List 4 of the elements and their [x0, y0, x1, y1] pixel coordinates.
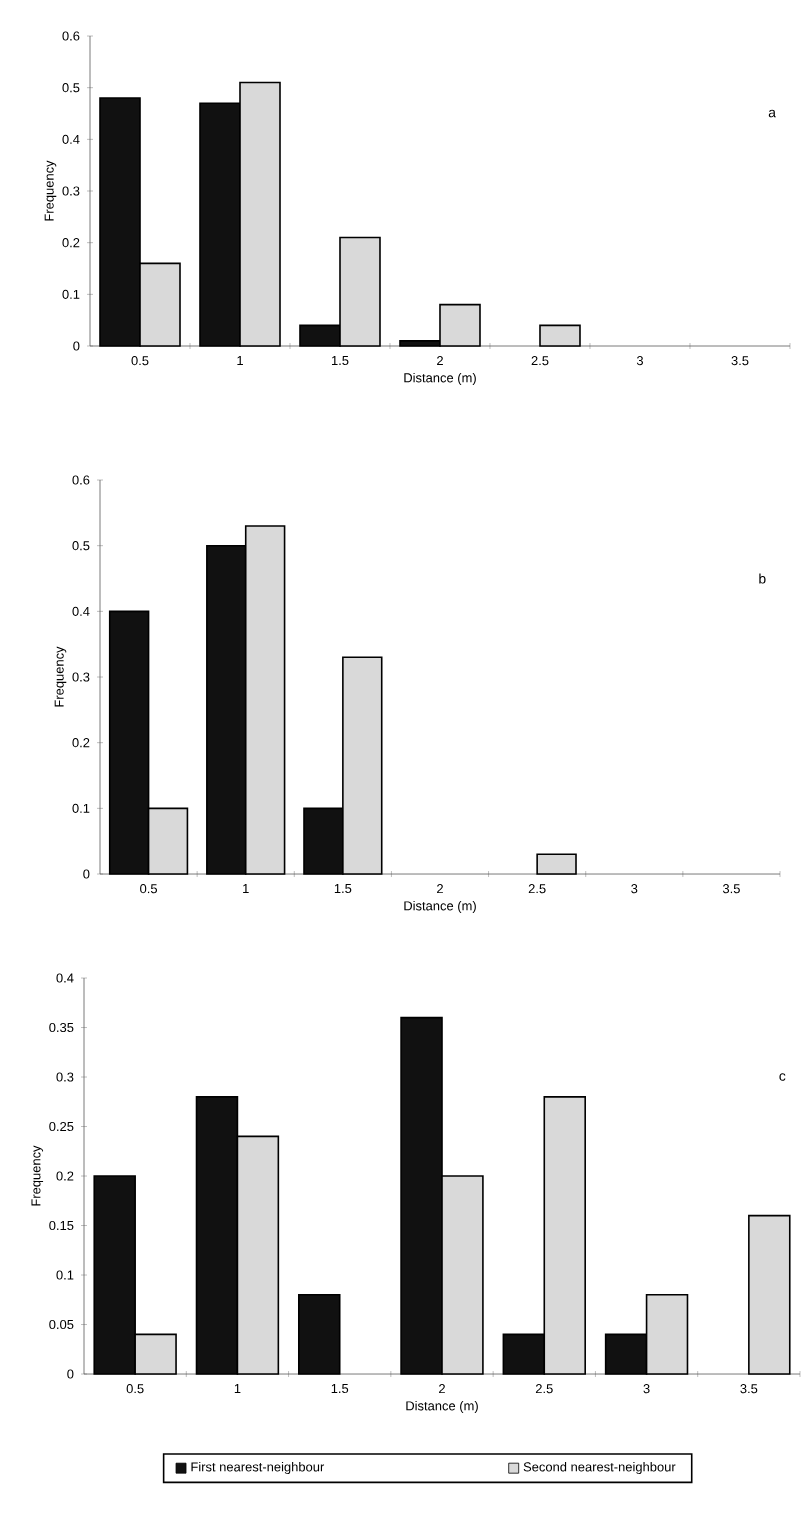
bar — [748, 1214, 791, 1375]
bar — [536, 853, 577, 875]
bar — [298, 1294, 341, 1375]
bar — [539, 324, 581, 347]
